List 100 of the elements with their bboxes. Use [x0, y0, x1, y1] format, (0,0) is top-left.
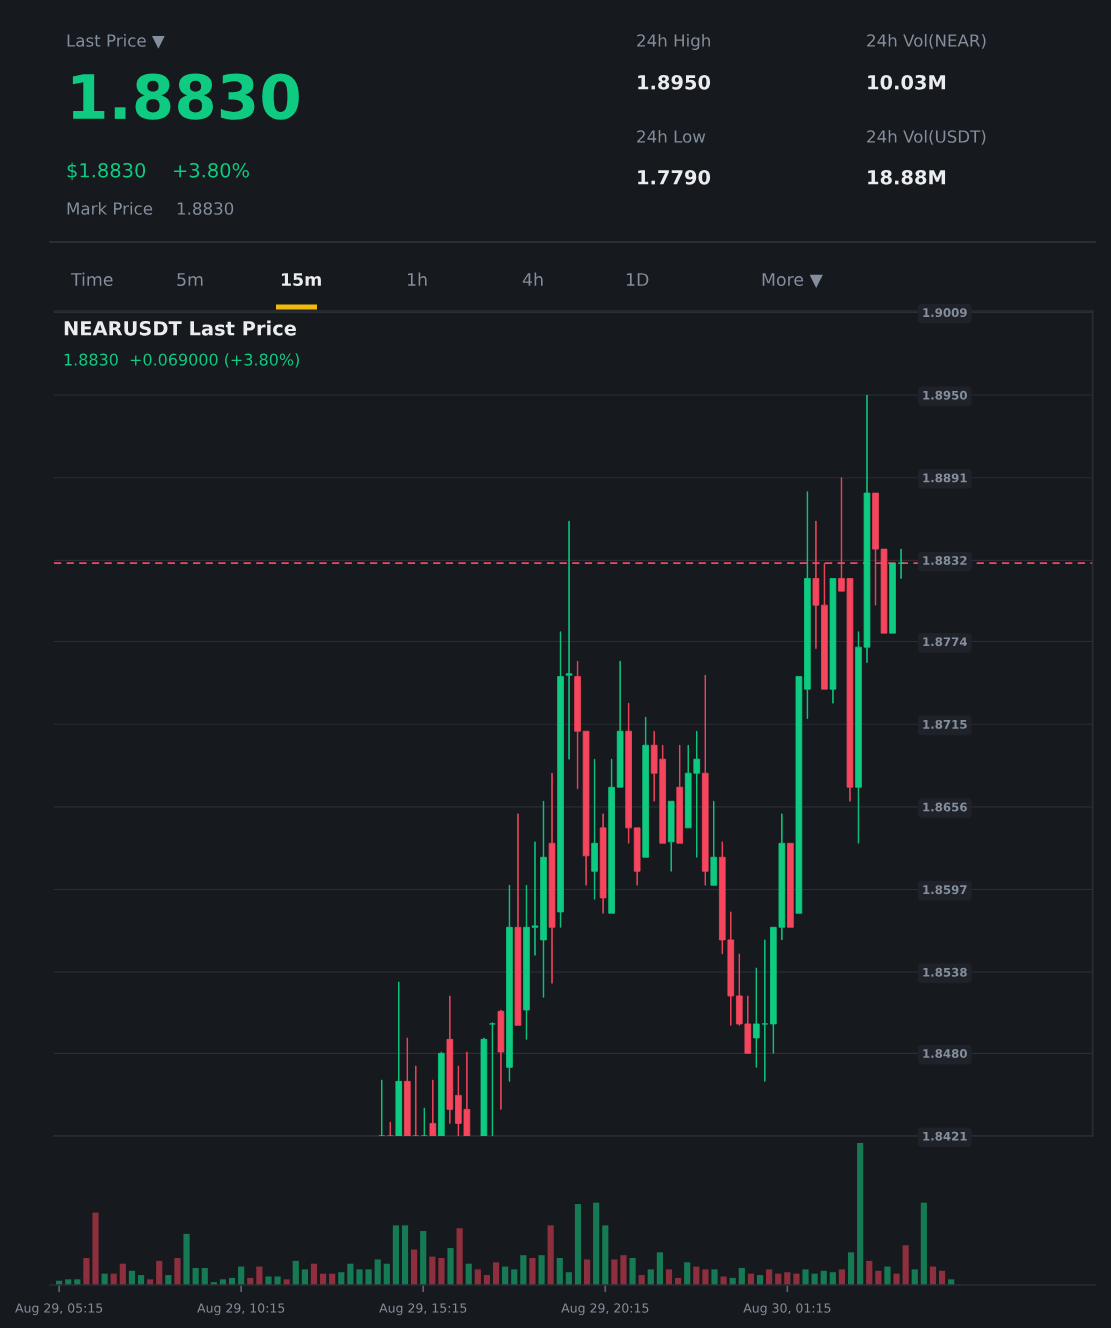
x-tick-label: Aug 29, 05:15	[15, 1303, 103, 1316]
candlestick	[787, 842, 794, 928]
bar	[611, 1259, 618, 1285]
bar	[684, 1262, 691, 1285]
candlestick	[804, 491, 811, 720]
bar	[429, 1256, 436, 1285]
candlestick	[412, 1065, 420, 1136]
bar	[847, 1252, 855, 1285]
y-tick-label: 1.8480	[923, 1049, 967, 1059]
bar	[420, 1231, 427, 1285]
x-tick-label: Aug 29, 20:15	[561, 1303, 649, 1316]
candlestick	[633, 827, 641, 886]
y-tick-label: 1.8421	[923, 1131, 967, 1141]
candlestick	[438, 1051, 445, 1136]
y-tick-label: 1.9009	[923, 308, 967, 318]
bar	[365, 1269, 372, 1285]
bar	[620, 1255, 627, 1285]
bar	[383, 1263, 390, 1285]
text: 10.03M	[868, 74, 946, 90]
bar	[602, 1225, 609, 1285]
text: 24h High	[637, 33, 710, 51]
text: 1.8950	[638, 74, 711, 90]
bar	[547, 1225, 554, 1285]
text: 1D	[626, 273, 649, 286]
candlestick	[761, 939, 769, 1082]
text: 1.8830	[177, 202, 234, 215]
bar	[338, 1272, 345, 1285]
y-tick-label: 1.8891	[923, 473, 967, 483]
text: Mark Price	[67, 201, 153, 215]
candlestick	[574, 660, 581, 790]
bar	[92, 1212, 99, 1285]
bar	[356, 1269, 363, 1285]
bar	[738, 1267, 745, 1285]
candlestick	[378, 1079, 386, 1136]
bar	[174, 1258, 181, 1285]
bar	[456, 1228, 463, 1285]
x-tick-label: Aug 30, 01:15	[743, 1303, 831, 1316]
bar	[720, 1276, 727, 1285]
bar	[574, 1204, 582, 1285]
bar	[838, 1269, 846, 1285]
bar	[556, 1258, 563, 1285]
text: 1.7790	[638, 169, 711, 185]
candlestick	[386, 1121, 394, 1136]
bar	[647, 1269, 654, 1285]
candlestick	[701, 674, 709, 886]
text: 24h Vol(USDT)	[867, 129, 986, 145]
bar	[492, 1262, 500, 1285]
y-tick-label: 1.8715	[923, 719, 967, 729]
candlestick	[710, 800, 718, 886]
bar	[866, 1260, 873, 1285]
candlestick	[395, 981, 403, 1136]
candlestick	[753, 967, 760, 1068]
text: 24h Vol(NEAR)	[867, 33, 986, 49]
candlestick	[429, 1079, 437, 1136]
candlestick	[446, 995, 454, 1124]
candlestick	[548, 772, 556, 984]
candlestick	[599, 813, 607, 914]
bar	[411, 1249, 418, 1285]
y-tick-label: 1.8538	[923, 967, 967, 977]
text: Time	[70, 272, 113, 287]
text: 1.8830 +0.069000 (+3.80%)	[64, 353, 299, 368]
bar	[793, 1273, 800, 1285]
bar	[474, 1269, 481, 1285]
y-tick-label: 1.8950	[923, 390, 967, 400]
bar	[265, 1276, 272, 1285]
candlestick	[506, 884, 513, 1082]
y-tick-label: 1.8832	[923, 556, 967, 565]
bar	[629, 1258, 636, 1285]
bar	[274, 1276, 281, 1285]
candlestick	[829, 578, 837, 704]
bar	[156, 1260, 163, 1285]
bar	[438, 1258, 445, 1285]
chart-title: NEARUSDT Last Price	[64, 320, 296, 336]
candlestick	[403, 1037, 411, 1136]
bar	[447, 1248, 454, 1285]
y-tick-label: 1.8774	[923, 637, 968, 647]
bar	[829, 1272, 836, 1285]
bar	[392, 1225, 399, 1285]
bar	[920, 1202, 927, 1285]
bar	[192, 1267, 199, 1285]
bar	[857, 1143, 864, 1285]
y-tick-label: 1.8597	[923, 885, 967, 895]
candlestick	[897, 548, 905, 579]
text: 18.88M	[868, 169, 946, 185]
bar	[538, 1255, 545, 1285]
text: 4h	[522, 272, 543, 286]
candlestick	[676, 744, 684, 844]
y-tick-label: 1.8656	[923, 802, 967, 812]
bar	[520, 1255, 527, 1285]
candlestick	[642, 716, 649, 858]
bar	[292, 1260, 299, 1285]
bar	[884, 1266, 891, 1285]
bar	[565, 1272, 572, 1285]
x-tick-label: Aug 29, 15:15	[379, 1303, 467, 1316]
text: Last Price ▼	[67, 33, 165, 49]
bar	[711, 1269, 718, 1285]
candlestick	[497, 1009, 505, 1110]
candlestick	[625, 702, 632, 844]
candlestick	[889, 562, 896, 634]
bar	[911, 1269, 918, 1285]
